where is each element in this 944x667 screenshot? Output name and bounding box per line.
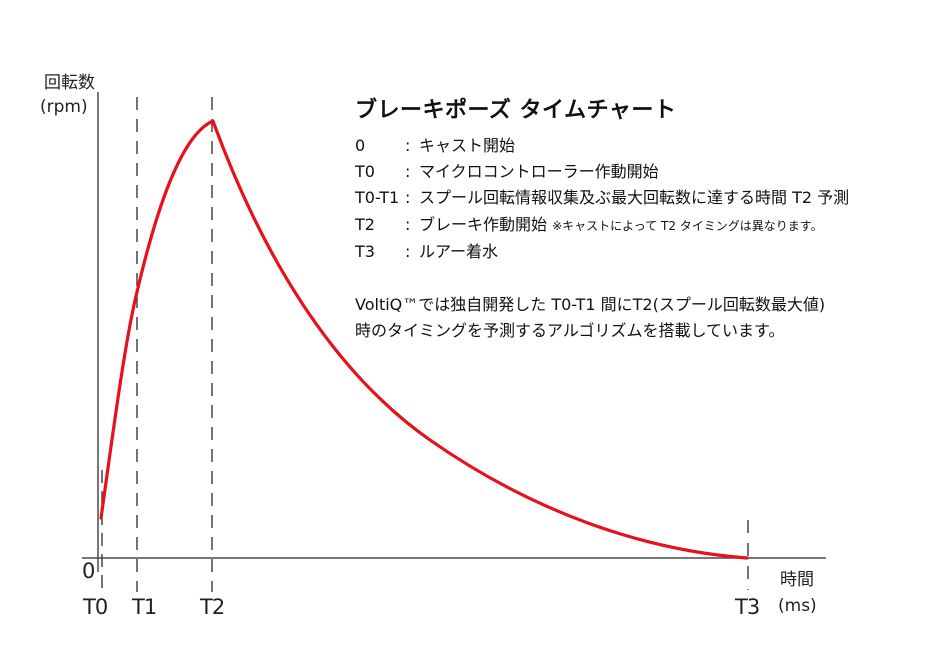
legend-row: T2: ブレーキ作動開始 ※キャストによって T2 タイミングは異なります。 [355,213,823,237]
legend-text: キャスト開始 [419,136,516,155]
legend-separator: : [405,242,411,261]
description-line-1: VoltiQ™では独自開発した T0-T1 間にT2(スプール回転数最大値) [355,295,826,314]
legend-text: ルアー着水 [419,242,499,261]
marker-label-t0: T0 [83,595,108,619]
marker-label-t3: T3 [735,595,760,619]
legend-text: ブレーキ作動開始 [419,215,548,234]
x-axis-label: 時間 [780,570,814,590]
legend-text: スプール回転情報収集及ぶ最大回転数に達する時間 T2 予測 [419,188,850,207]
legend-note: ※キャストによって T2 タイミングは異なります。 [552,219,823,233]
marker-label-t1: T1 [132,595,157,619]
x-axis-unit: (ms) [778,596,817,616]
legend-separator: : [405,188,411,207]
y-axis-label: 回転数 [44,73,95,93]
legend-key: T0-T1 [355,188,400,207]
legend-key: 0 [355,136,366,155]
legend-separator: : [405,215,411,234]
chart-title: ブレーキポーズ タイムチャート [355,98,677,123]
legend-separator: : [405,162,411,181]
description-line-2: 時のタイミングを予測するアルゴリズムを搭載しています。 [355,321,785,340]
origin-label: 0 [82,559,95,583]
legend-row: 0: キャスト開始 [355,134,515,158]
legend-separator: : [405,136,411,155]
legend-row: T0: マイクロコントローラー作動開始 [355,160,659,184]
rpm-curve [99,119,749,560]
legend-row: T0-T1: スプール回転情報収集及ぶ最大回転数に達する時間 T2 予測 [355,186,849,210]
legend-key: T0 [355,162,375,181]
y-axis-unit: (rpm) [40,97,88,117]
legend-key: T2 [355,215,375,234]
legend-row: T3: ルアー着水 [355,240,498,264]
legend-key: T3 [355,242,375,261]
legend-text: マイクロコントローラー作動開始 [419,162,659,181]
marker-label-t2: T2 [200,595,225,619]
